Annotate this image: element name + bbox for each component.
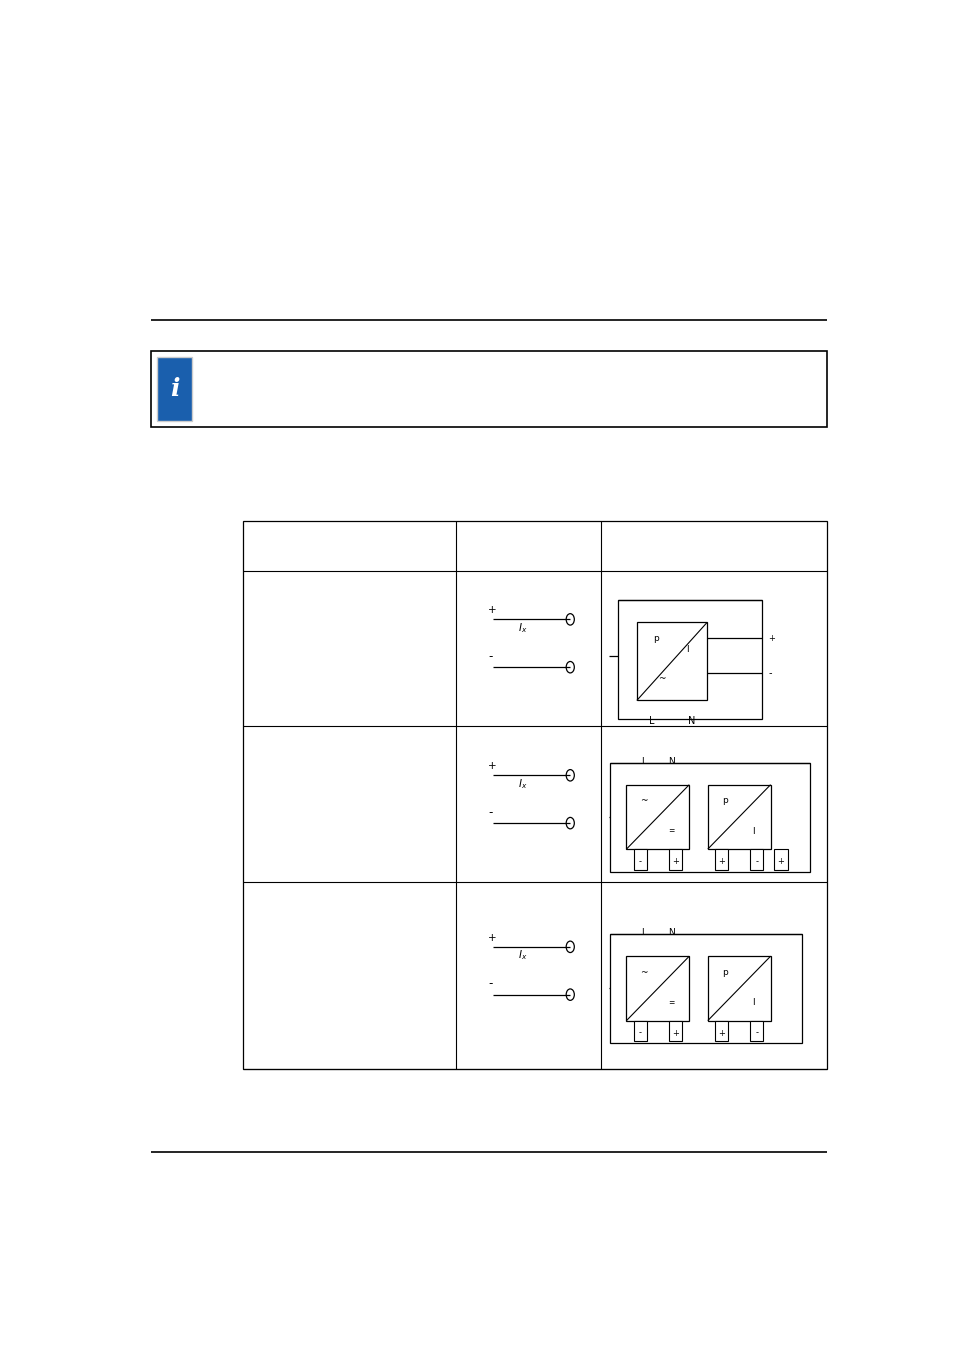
Text: -: - — [755, 1029, 758, 1038]
Bar — [157, 358, 193, 421]
Bar — [626, 956, 689, 1021]
Bar — [626, 784, 689, 849]
Text: -: - — [767, 668, 771, 678]
Text: -: - — [639, 1029, 641, 1038]
Bar — [707, 956, 770, 1021]
Bar — [714, 1021, 727, 1041]
Text: +: + — [488, 933, 497, 942]
Text: I: I — [751, 826, 754, 836]
Text: p: p — [721, 968, 727, 977]
Text: ~: ~ — [657, 674, 664, 683]
Text: L: L — [649, 716, 655, 726]
Text: +: + — [488, 761, 497, 771]
Bar — [668, 1021, 681, 1041]
Text: -: - — [639, 857, 641, 867]
Bar — [610, 934, 801, 1044]
Bar — [749, 1021, 762, 1041]
Text: N: N — [687, 716, 695, 726]
Text: +: + — [488, 605, 497, 616]
Text: N: N — [668, 929, 675, 937]
Text: -: - — [488, 651, 492, 663]
Text: +: + — [777, 857, 783, 867]
Bar — [714, 849, 727, 869]
Bar — [707, 784, 770, 849]
Text: +: + — [767, 633, 775, 643]
Bar — [243, 521, 826, 1069]
Text: +: + — [718, 857, 724, 867]
Bar — [749, 849, 762, 869]
Text: $I_x$: $I_x$ — [518, 621, 527, 634]
Bar — [637, 622, 706, 701]
Text: p: p — [721, 796, 727, 805]
Text: =: = — [668, 826, 674, 836]
Text: +: + — [671, 1029, 679, 1038]
Bar — [151, 351, 826, 427]
Bar — [633, 849, 646, 869]
Text: I: I — [685, 645, 688, 655]
Text: p: p — [653, 633, 659, 643]
Text: I: I — [751, 998, 754, 1007]
Text: $I_x$: $I_x$ — [518, 776, 527, 791]
Bar — [610, 763, 809, 872]
Text: $I_x$: $I_x$ — [518, 948, 527, 963]
Bar — [774, 849, 787, 869]
Text: -: - — [488, 977, 492, 991]
Bar — [668, 849, 681, 869]
Text: +: + — [718, 1029, 724, 1038]
Text: -: - — [755, 857, 758, 867]
Text: L: L — [640, 757, 646, 765]
Bar — [618, 599, 761, 720]
Text: L: L — [640, 929, 646, 937]
Text: ~: ~ — [639, 796, 647, 805]
Text: =: = — [668, 998, 674, 1007]
Text: ~: ~ — [639, 968, 647, 977]
Text: -: - — [488, 806, 492, 819]
Text: +: + — [671, 857, 679, 867]
Text: N: N — [668, 757, 675, 765]
Bar — [633, 1021, 646, 1041]
Text: i: i — [170, 377, 179, 401]
